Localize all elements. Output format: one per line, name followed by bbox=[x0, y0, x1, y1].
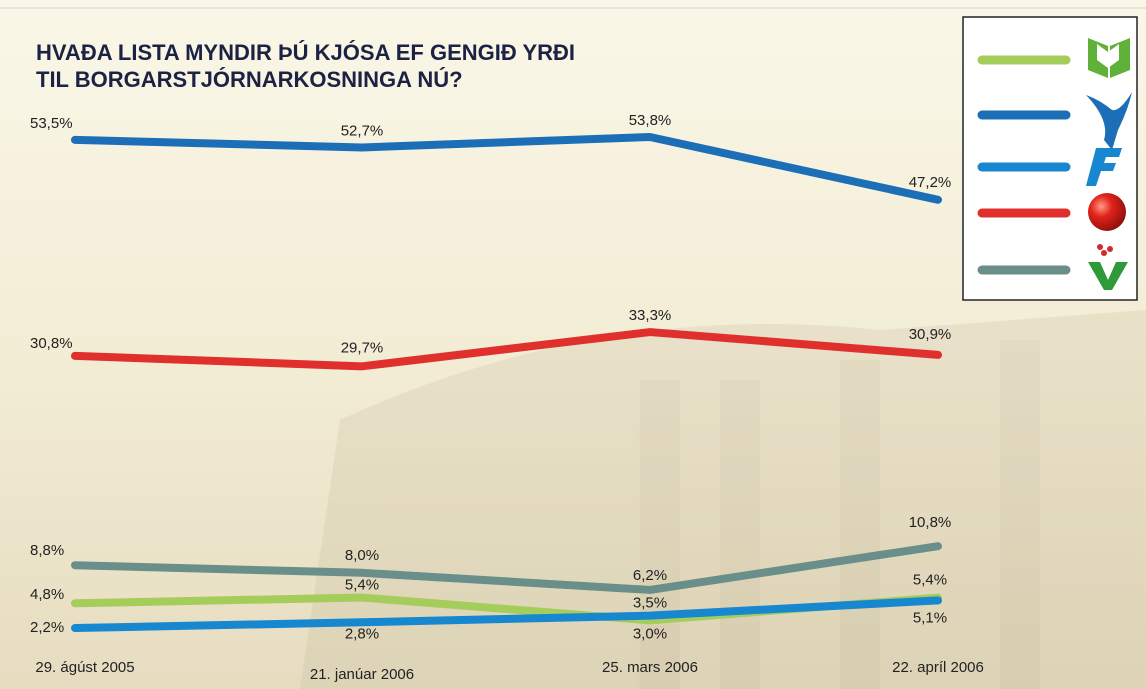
data-label: 5,4% bbox=[345, 577, 379, 594]
x-tick-label: 22. apríl 2006 bbox=[892, 659, 984, 676]
chart: HVAÐA LISTA MYNDIR ÞÚ KJÓSA EF GENGIÐ YR… bbox=[0, 0, 1146, 689]
data-label: 3,0% bbox=[633, 625, 667, 642]
legend-icon bbox=[1088, 193, 1126, 231]
data-label: 2,8% bbox=[345, 625, 379, 642]
data-label: 8,0% bbox=[345, 547, 379, 564]
data-label: 30,8% bbox=[30, 335, 73, 352]
data-label: 10,8% bbox=[909, 514, 952, 531]
data-label: 3,5% bbox=[633, 595, 667, 612]
data-label: 6,2% bbox=[633, 567, 667, 584]
data-label: 52,7% bbox=[341, 122, 384, 139]
page: {"chart_data": {"type": "line", "title":… bbox=[0, 0, 1146, 689]
data-label: 5,4% bbox=[913, 572, 947, 589]
data-label: 53,5% bbox=[30, 115, 73, 132]
data-label: 5,1% bbox=[913, 609, 947, 626]
chart-title: HVAÐA LISTA MYNDIR ÞÚ KJÓSA EF GENGIÐ YR… bbox=[36, 40, 575, 65]
data-label: 8,8% bbox=[30, 542, 64, 559]
x-tick-label: 21. janúar 2006 bbox=[310, 666, 414, 683]
chart-title: TIL BORGARSTJÓRNARKOSNINGA NÚ? bbox=[36, 67, 463, 92]
data-label: 4,8% bbox=[30, 586, 64, 603]
x-tick-label: 29. ágúst 2005 bbox=[35, 659, 134, 676]
data-label: 33,3% bbox=[629, 307, 672, 324]
x-tick-label: 25. mars 2006 bbox=[602, 659, 698, 676]
data-label: 53,8% bbox=[629, 112, 672, 129]
data-label: 30,9% bbox=[909, 326, 952, 343]
data-label: 47,2% bbox=[909, 174, 952, 191]
data-label: 2,2% bbox=[30, 619, 64, 636]
data-label: 29,7% bbox=[341, 339, 384, 356]
